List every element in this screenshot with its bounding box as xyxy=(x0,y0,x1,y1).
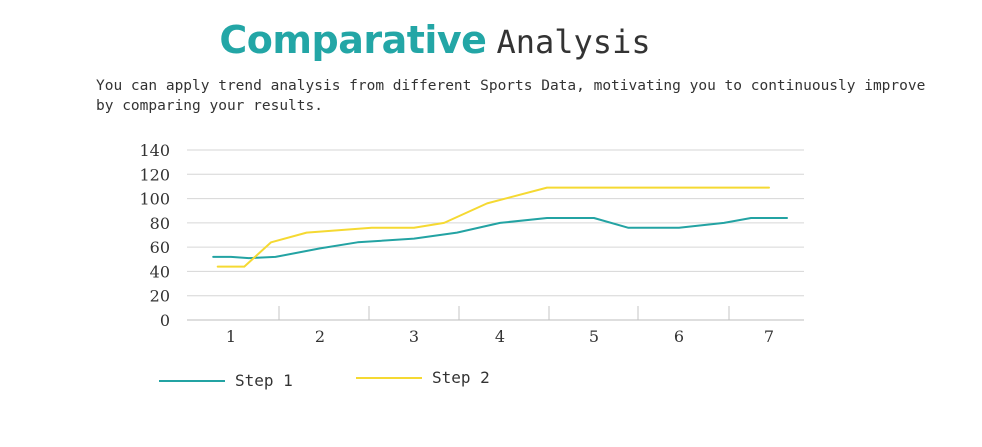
title-bold: Comparative xyxy=(219,18,487,62)
y-tick-label: 80 xyxy=(150,214,170,233)
y-tick-label: 120 xyxy=(139,165,170,184)
legend-label-step-2: Step 2 xyxy=(432,368,490,387)
x-tick-label: 7 xyxy=(764,327,774,346)
page-title: Comparative Analysis xyxy=(0,18,870,62)
x-tick-label: 5 xyxy=(589,327,599,346)
y-tick-label: 0 xyxy=(160,311,170,330)
x-tick-label: 6 xyxy=(674,327,684,346)
x-tick-label: 4 xyxy=(495,327,505,346)
legend-label-step-1: Step 1 xyxy=(235,371,293,390)
y-tick-label: 140 xyxy=(139,141,170,160)
x-tick-label: 1 xyxy=(226,327,236,346)
y-tick-label: 60 xyxy=(150,238,170,257)
series-line-step-1 xyxy=(212,217,788,260)
y-tick-label: 20 xyxy=(150,287,170,306)
x-tick-label: 2 xyxy=(315,327,325,346)
y-tick-label: 40 xyxy=(150,262,170,281)
title-light: Analysis xyxy=(496,23,651,61)
x-tick-label: 3 xyxy=(409,327,419,346)
y-tick-label: 100 xyxy=(139,190,170,209)
subtitle: You can apply trend analysis from differ… xyxy=(96,78,926,114)
series-line-step-2 xyxy=(216,186,770,268)
